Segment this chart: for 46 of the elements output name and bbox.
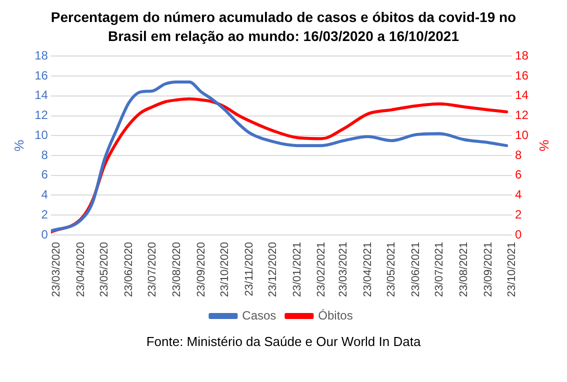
y2-tick-label: 18 (515, 48, 529, 63)
x-tick-label: 23/05/2021 (386, 242, 398, 298)
x-tick-label: 23/04/2020 (74, 242, 87, 298)
x-tick-label: 23/07/2020 (146, 242, 158, 298)
y-tick-label: 8 (41, 148, 48, 162)
x-tick-label: 23/01/2021 (291, 242, 304, 298)
legend-label: Casos (242, 308, 276, 322)
y2-tick-label: 2 (515, 207, 522, 222)
y-tick-label: 18 (34, 48, 48, 63)
x-tick-label: 23/09/2021 (482, 242, 494, 298)
y2-tick-label: 16 (515, 68, 529, 82)
y-tick-label: 4 (41, 188, 48, 202)
y2-tick-label: 8 (515, 148, 522, 162)
y2-tick-label: 4 (515, 188, 522, 202)
x-tick-label: 23/03/2020 (50, 242, 62, 298)
y-tick-label: 10 (34, 128, 48, 142)
y-tick-label: 0 (41, 227, 48, 242)
x-tick-label: 23/07/2021 (434, 242, 446, 298)
y2-tick-label: 0 (515, 227, 522, 242)
y-tick-label: 14 (34, 88, 48, 102)
y2-tick-label: 12 (515, 108, 529, 122)
x-tick-label: 23/03/2021 (338, 242, 350, 298)
y-axis-title: % (11, 139, 26, 152)
x-tick-label: 23/04/2021 (362, 242, 374, 298)
y2-axis-title: % (536, 140, 552, 152)
y2-tick-label: 14 (515, 88, 529, 102)
x-tick-label: 23/05/2020 (98, 242, 110, 298)
x-tick-label: 23/11/2020 (243, 242, 256, 296)
legend-label: Óbitos (318, 308, 353, 322)
x-tick-label: 23/06/2020 (122, 242, 135, 298)
x-tick-label: 23/06/2021 (410, 242, 422, 298)
x-tick-label: 23/12/2020 (266, 242, 279, 298)
x-tick-label: 23/08/2021 (458, 242, 470, 298)
x-tick-label: 23/02/2021 (316, 242, 328, 298)
y-tick-label: 6 (41, 168, 48, 182)
chart-title: Percentagem do número acumulado de casos e óbitos da covid-19 no Brasil em relação ao mundo: 16/03/2020 a 16/10/2021 (50, 8, 518, 46)
x-tick-label: 23/10/2020 (218, 242, 231, 298)
y2-tick-label: 10 (515, 128, 529, 142)
x-tick-label: 23/08/2020 (170, 242, 183, 298)
y-tick-label: 16 (34, 68, 48, 82)
x-tick-label: 23/10/2021 (506, 242, 518, 298)
y-tick-label: 2 (41, 207, 48, 222)
source-note: Fonte: Ministério da Saúde e Our World In Data (145, 334, 422, 349)
x-tick-label: 23/09/2020 (195, 242, 208, 298)
y2-tick-label: 6 (515, 168, 522, 182)
y-tick-label: 12 (34, 108, 48, 122)
